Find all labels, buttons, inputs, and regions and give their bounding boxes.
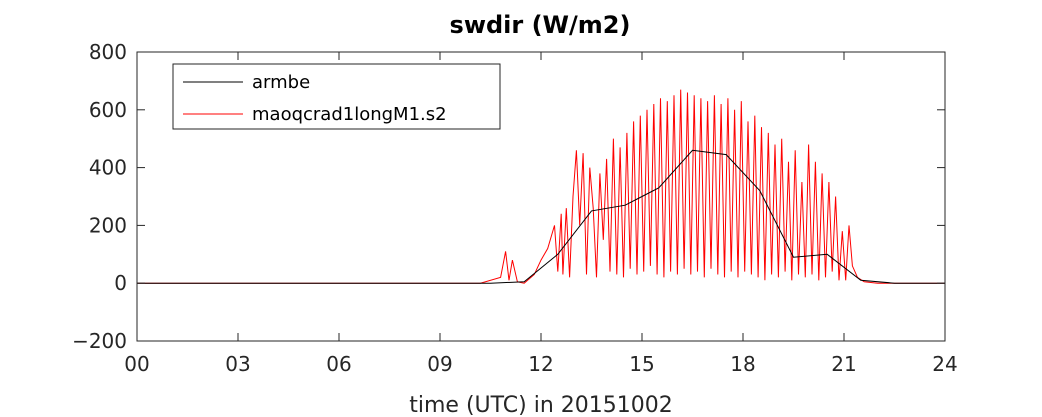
x-tick-label: 06 <box>326 352 351 376</box>
y-tick-label: 800 <box>89 40 127 64</box>
legend-label-armbe: armbe <box>252 72 310 93</box>
y-tick-label: 600 <box>89 98 127 122</box>
series-line-armbe <box>137 149 945 284</box>
x-tick-label: 03 <box>225 352 250 376</box>
legend-box <box>172 63 501 130</box>
x-tick-label: 21 <box>831 352 856 376</box>
y-tick-label: 200 <box>89 213 127 237</box>
y-axis: −200 0 200 400 600 800 <box>72 40 945 353</box>
x-axis: 00 03 06 09 12 15 18 21 24 <box>124 52 958 376</box>
series-line-maoqcrad1longM1 <box>137 89 945 284</box>
x-tick-label: 00 <box>124 352 149 376</box>
x-tick-label: 09 <box>427 352 452 376</box>
y-tick-label: 0 <box>114 271 127 295</box>
x-tick-label: 24 <box>932 352 957 376</box>
chart-title: swdir (W/m2) <box>450 11 631 39</box>
x-tick-label: 18 <box>730 352 755 376</box>
x-tick-label: 12 <box>528 352 553 376</box>
legend: armbe maoqcrad1longM1.s2 <box>172 63 501 130</box>
y-tick-label: −200 <box>72 329 127 353</box>
series-lines <box>137 89 945 284</box>
legend-label-maoqcrad1longM1: maoqcrad1longM1.s2 <box>252 104 447 125</box>
x-axis-label: time (UTC) in 20151002 <box>409 393 673 417</box>
x-tick-label: 15 <box>629 352 654 376</box>
y-tick-label: 400 <box>89 156 127 180</box>
